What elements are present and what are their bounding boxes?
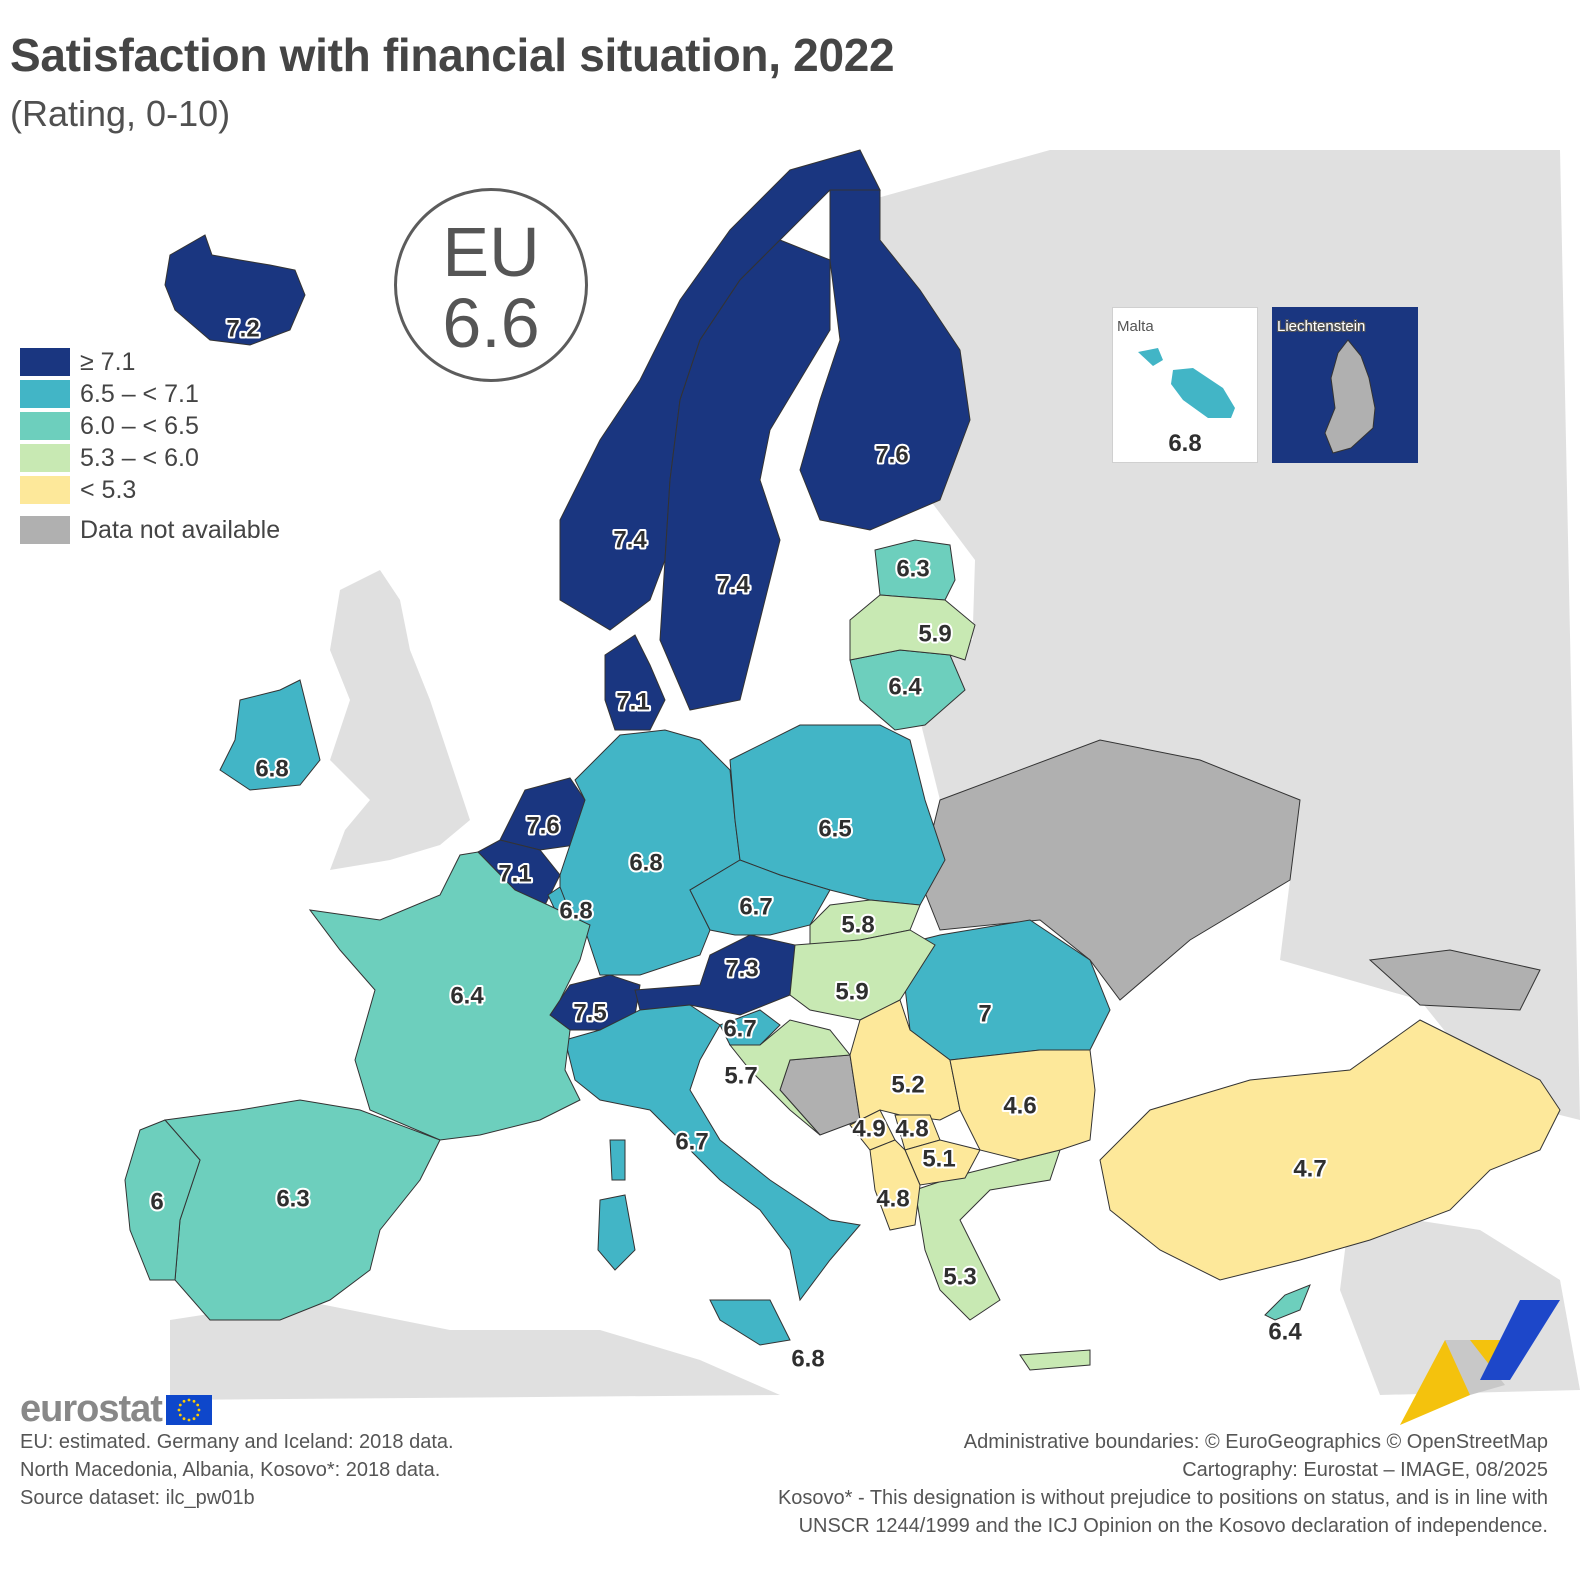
legend-item: 6.0 – < 6.5 — [20, 410, 280, 442]
legend-swatch — [20, 476, 70, 504]
country-georgia — [1368, 949, 1541, 1011]
country-spain — [164, 1099, 441, 1321]
country-cyprus — [1264, 1284, 1311, 1321]
legend-item: ≥ 7.1 — [20, 346, 280, 378]
inset-malta-title: Malta — [1117, 318, 1154, 335]
legend: ≥ 7.1 6.5 – < 7.1 6.0 – < 6.5 5.3 – < 6.… — [20, 346, 280, 546]
legend-swatch — [20, 348, 70, 376]
footnote-line: Kosovo* - This designation is without pr… — [777, 1487, 1548, 1509]
legend-item: < 5.3 — [20, 474, 280, 506]
legend-swatch — [20, 380, 70, 408]
footnote-line: EU: estimated. Germany and Iceland: 2018… — [20, 1431, 454, 1453]
legend-item: 5.3 – < 6.0 — [20, 442, 280, 474]
legend-label: ≥ 7.1 — [80, 347, 136, 376]
country-corsica — [609, 1139, 626, 1181]
footnote-line: Cartography: Eurostat – IMAGE, 08/2025 — [1182, 1459, 1548, 1481]
country-ireland — [219, 679, 321, 791]
country-france — [308, 851, 591, 1141]
land-north-africa — [170, 1300, 780, 1400]
country-luxembourg — [547, 886, 568, 913]
legend-label: 6.0 – < 6.5 — [80, 411, 199, 440]
country-finland — [799, 189, 971, 531]
country-bulgaria — [949, 1049, 1096, 1161]
eu-badge-label: EU — [442, 213, 540, 291]
inset-liechtenstein: Liechtenstein — [1272, 307, 1418, 463]
footnote-line: UNSCR 1244/1999 and the ICJ Opinion on t… — [798, 1515, 1548, 1537]
legend-swatch — [20, 516, 70, 544]
map-title: Satisfaction with financial situation, 2… — [10, 29, 895, 81]
eu-flag-icon — [165, 1394, 212, 1425]
legend-label: Data not available — [80, 515, 281, 544]
country-turkiye — [1099, 1019, 1561, 1281]
country-croatia — [728, 1019, 851, 1136]
country-sicily — [709, 1299, 791, 1346]
footnotes-left: EU: estimated. Germany and Iceland: 2018… — [20, 1428, 454, 1512]
map-subtitle: (Rating, 0-10) — [10, 93, 231, 134]
legend-item: Data not available — [20, 514, 280, 546]
legend-label: 5.3 – < 6.0 — [80, 443, 199, 472]
inset-malta-shape — [1138, 348, 1235, 418]
inset-malta: Malta 6.8 — [1112, 307, 1258, 463]
country-slovenia — [719, 1009, 781, 1046]
country-denmark — [604, 634, 666, 731]
eu-badge-value: 6.6 — [442, 284, 540, 362]
country-montenegro — [849, 1109, 896, 1151]
eu-average-badge: EU 6.6 — [394, 188, 588, 382]
country-italy — [564, 1004, 861, 1302]
country-latvia — [849, 594, 976, 661]
footnote-line: Administrative boundaries: © EuroGeograp… — [963, 1431, 1548, 1453]
country-germany — [559, 729, 741, 976]
country-sardinia — [597, 1194, 636, 1271]
country-portugal — [124, 1119, 201, 1281]
decorative-stripes-icon — [1400, 1300, 1560, 1425]
country-sweden — [659, 239, 831, 711]
legend-label: 6.5 – < 7.1 — [80, 379, 199, 408]
country-iceland — [164, 234, 306, 346]
legend-swatch — [20, 444, 70, 472]
legend-label: < 5.3 — [80, 475, 137, 504]
footnote-line: Source dataset: ilc_pw01b — [20, 1487, 255, 1509]
inset-liechtenstein-title: Liechtenstein — [1277, 318, 1366, 335]
footnotes-right: Administrative boundaries: © EuroGeograp… — [778, 1428, 1548, 1540]
country-estonia — [874, 539, 956, 601]
country-bosnia — [779, 1054, 861, 1136]
footnote-line: North Macedonia, Albania, Kosovo*: 2018 … — [20, 1459, 441, 1481]
land-uk — [330, 570, 470, 870]
inset-liechtenstein-shape — [1324, 339, 1376, 454]
eurostat-logo: eurostat — [20, 1388, 212, 1431]
legend-swatch — [20, 412, 70, 440]
country-ukraine — [919, 739, 1301, 1001]
legend-item: 6.5 – < 7.1 — [20, 378, 280, 410]
country-crete — [1019, 1349, 1091, 1371]
logo-text: eurostat — [20, 1388, 163, 1430]
country-albania — [869, 1139, 921, 1231]
inset-malta-value: 6.8 — [1168, 430, 1202, 457]
